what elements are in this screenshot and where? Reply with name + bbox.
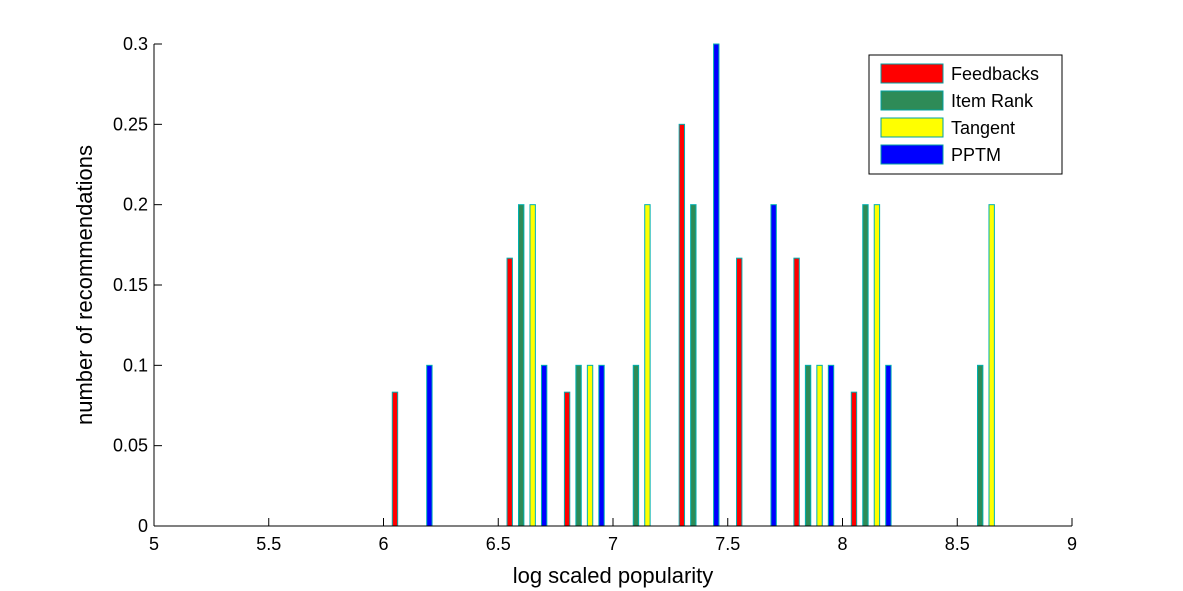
bar-tangent-12: [873, 204, 881, 527]
legend-swatch-pptm: [880, 144, 944, 165]
bar-tangent-11: [816, 364, 823, 527]
y-tick-label: 0.2: [123, 195, 148, 215]
x-tick-label: 5.5: [256, 534, 281, 554]
bar-tangent-14: [988, 204, 995, 527]
bar-item-rank-11: [804, 364, 812, 527]
y-tick-label: 0: [138, 516, 148, 536]
bar-pptm-9: [713, 43, 720, 527]
bar-item-rank-8: [632, 364, 640, 527]
bar-feedbacks-4: [391, 391, 399, 527]
bar-feedbacks-11: [793, 257, 800, 527]
x-tick-label: 6.5: [486, 534, 511, 554]
legend-label-tangent: Tangent: [951, 118, 1015, 138]
x-axis-label: log scaled popularity: [513, 563, 714, 588]
x-tick-label: 8.5: [945, 534, 970, 554]
bar-item-rank-12: [862, 204, 869, 527]
bar-pptm-6: [540, 364, 548, 527]
y-tick-label: 0.15: [113, 275, 148, 295]
legend-label-feedbacks: Feedbacks: [951, 64, 1039, 84]
legend-swatch-tangent: [880, 117, 944, 138]
bar-tangent-6: [529, 204, 536, 527]
y-tick-label: 0.1: [123, 355, 148, 375]
legend-label-pptm: PPTM: [951, 145, 1001, 165]
bar-pptm-10: [770, 204, 777, 527]
legend: Feedbacks Item Rank Tangent PPTM: [868, 54, 1063, 175]
x-tick-label: 8: [837, 534, 847, 554]
x-tick-label: 9: [1067, 534, 1077, 554]
x-tick-label: 6: [378, 534, 388, 554]
y-axis-label: number of recommendations: [72, 145, 97, 425]
bar-item-rank-14: [977, 364, 984, 527]
bar-pptm-11: [827, 364, 835, 527]
bar-feedbacks-12: [850, 391, 858, 527]
y-tick-label: 0.3: [123, 34, 148, 54]
bar-feedbacks-6: [506, 257, 513, 527]
x-tick-label: 7: [608, 534, 618, 554]
legend-swatch-item-rank: [880, 90, 944, 111]
bar-pptm-4: [426, 364, 433, 527]
bar-feedbacks-10: [736, 257, 743, 527]
bar-pptm-12: [885, 364, 892, 527]
bar-tangent-8: [644, 204, 651, 527]
legend-label-item-rank: Item Rank: [951, 91, 1034, 111]
bar-tangent-7: [586, 364, 594, 527]
bar-item-rank-9: [690, 204, 697, 527]
x-tick-label: 7.5: [715, 534, 740, 554]
bar-item-rank-6: [518, 204, 525, 527]
bar-feedbacks-7: [563, 391, 571, 527]
bar-pptm-7: [598, 364, 605, 527]
y-tick-label: 0.05: [113, 436, 148, 456]
x-tick-label: 5: [149, 534, 159, 554]
y-tick-label: 0.25: [113, 114, 148, 134]
bar-item-rank-7: [575, 364, 582, 527]
bar-feedbacks-9: [678, 123, 686, 527]
ticks-group: 5 5.5 6 6.5 7 7.5 8 8.5 9 0 0.05 0.1 0.15 0.2 0.25 0.3: [113, 34, 1077, 554]
legend-swatch-feedbacks: [880, 63, 944, 84]
